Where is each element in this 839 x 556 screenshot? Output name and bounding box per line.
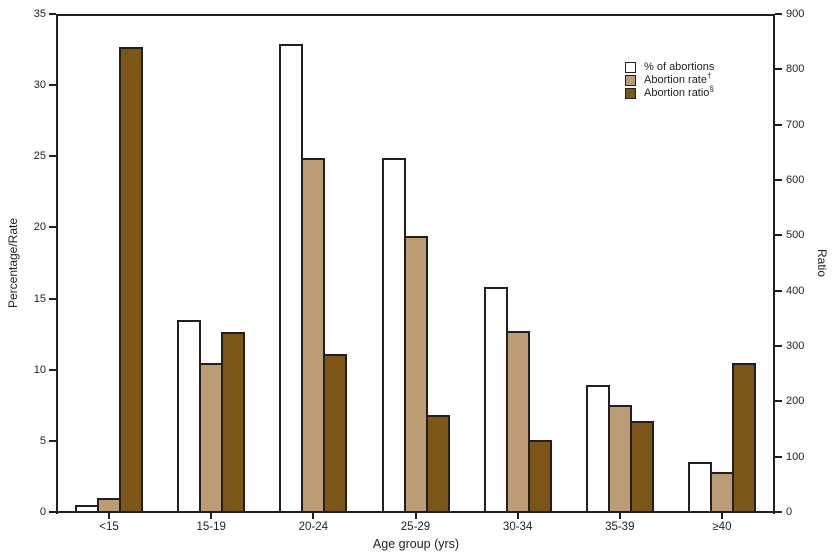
left-axis-tick	[49, 84, 56, 87]
bar-abortion-rate-6	[709, 472, 734, 513]
right-axis-tick-label: 400	[786, 284, 805, 297]
x-category-label: 25-29	[400, 521, 431, 533]
right-axis-tick	[775, 179, 782, 181]
left-axis-tick	[49, 13, 56, 15]
bar-abortion-ratio-0	[119, 47, 144, 513]
right-axis-tick-label: 300	[786, 340, 805, 352]
right-axis-tick-label: 600	[786, 174, 805, 186]
right-axis-tick	[775, 511, 782, 513]
right-axis-tick-label: 200	[786, 395, 805, 408]
left-axis-tick	[49, 226, 56, 229]
left-axis-tick	[49, 439, 56, 442]
bar--of-abortions-1	[177, 319, 202, 513]
legend-item: % of abortions	[625, 61, 714, 74]
x-category-label: <15	[99, 521, 119, 533]
right-axis-tick	[775, 123, 782, 126]
x-category-label: ≥40	[712, 521, 732, 533]
bar--of-abortions-2	[279, 43, 304, 513]
bar-abortion-ratio-5	[629, 420, 654, 513]
left-axis-tick-label: 15	[33, 292, 46, 305]
bar-abortion-ratio-3	[425, 415, 450, 513]
left-axis-tick-label: 25	[33, 150, 46, 163]
bar--of-abortions-4	[483, 287, 508, 513]
left-axis-tick-label: 35	[33, 8, 46, 20]
bar-abortion-ratio-6	[731, 362, 756, 513]
bar-abortion-ratio-4	[527, 440, 552, 513]
left-axis-tick-label: 30	[33, 79, 46, 92]
x-axis-title: Age group (yrs)	[372, 537, 460, 551]
right-axis-tick-label: 900	[786, 8, 805, 20]
x-axis-tick	[108, 513, 111, 519]
legend-swatch--of-abortions	[625, 62, 636, 73]
right-axis-tick	[775, 13, 782, 15]
legend-label: % of abortions	[644, 61, 715, 73]
legend: % of abortions Abortion rate† Abortion rat…	[625, 61, 714, 100]
left-axis-tick-label: 5	[39, 434, 46, 447]
left-axis-tick	[49, 155, 56, 158]
bar-abortion-rate-4	[505, 331, 530, 513]
left-axis-tick	[49, 297, 56, 300]
legend-label: Abortion ratio§	[644, 84, 714, 99]
left-axis-tick-label: 20	[33, 221, 46, 234]
bar--of-abortions-0	[75, 504, 100, 513]
bar-abortion-rate-0	[97, 497, 122, 513]
left-axis-tick-label: 10	[33, 363, 46, 376]
bar--of-abortions-6	[687, 462, 712, 513]
x-category-label: 30-34	[502, 521, 533, 533]
right-axis-tick	[775, 234, 782, 237]
bar-abortion-rate-2	[301, 157, 326, 513]
x-axis-tick	[516, 513, 519, 519]
left-axis-title: Percentage/Rate	[6, 217, 20, 309]
left-axis-tick	[49, 368, 56, 371]
bar-abortion-ratio-2	[323, 354, 348, 513]
legend-footnote-mark: †	[706, 71, 712, 81]
legend-label: Abortion rate†	[644, 71, 712, 86]
bar-abortion-rate-5	[607, 405, 632, 513]
x-category-label: 15-19	[196, 521, 226, 533]
y-axis-left	[56, 14, 58, 514]
bar-abortion-rate-3	[403, 235, 428, 513]
x-axis-tick	[312, 513, 315, 519]
right-axis-tick	[775, 345, 782, 347]
legend-item: Abortion ratio§	[625, 84, 714, 100]
x-category-label: 20-24	[298, 521, 329, 533]
legend-item: Abortion rate†	[625, 71, 714, 87]
right-axis-tick	[775, 289, 782, 292]
right-axis-tick	[775, 68, 782, 71]
right-axis-title: Ratio	[815, 248, 829, 277]
legend-swatch-abortion-ratio	[625, 88, 636, 99]
x-axis-tick	[210, 513, 213, 519]
left-axis-tick	[49, 511, 56, 513]
right-axis-tick	[775, 400, 782, 403]
top-border	[56, 14, 775, 16]
x-axis-tick	[618, 513, 621, 519]
left-axis-tick-label: 0	[39, 506, 46, 518]
right-axis-tick-label: 100	[786, 450, 805, 463]
bar-abortion-ratio-1	[221, 332, 246, 513]
bar--of-abortions-3	[381, 157, 406, 513]
right-axis-tick-label: 800	[786, 63, 805, 76]
right-axis-tick-label: 700	[786, 118, 805, 131]
legend-footnote-mark: §	[709, 84, 714, 94]
right-axis-tick-label: 500	[786, 229, 805, 242]
legend-swatch-abortion-rate	[625, 75, 636, 86]
right-axis-tick	[775, 455, 782, 458]
y-axis-right	[773, 14, 775, 514]
x-axis-tick	[720, 513, 723, 519]
x-category-label: 35-39	[605, 521, 635, 533]
bar--of-abortions-5	[585, 385, 610, 513]
right-axis-tick-label: 0	[786, 506, 793, 518]
bar-abortion-rate-1	[199, 362, 224, 513]
x-axis-tick	[414, 513, 417, 519]
